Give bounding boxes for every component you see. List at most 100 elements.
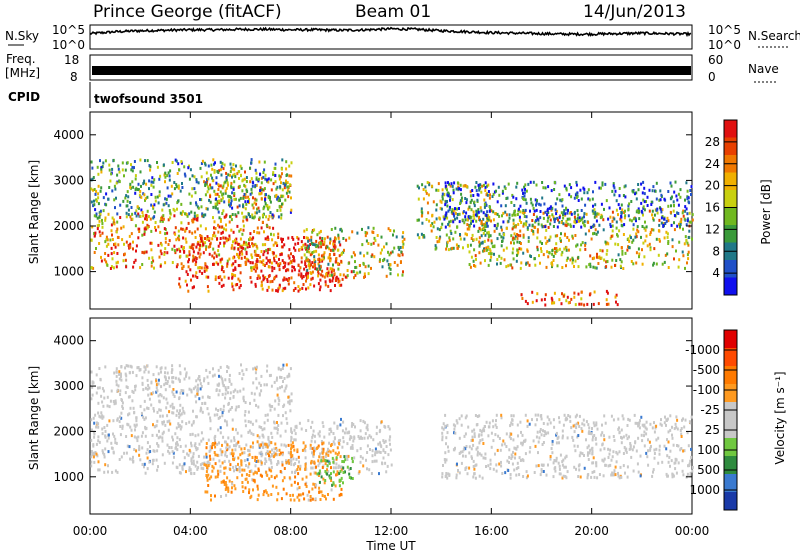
power-cell bbox=[244, 200, 247, 204]
velocity-cell bbox=[179, 427, 182, 431]
velocity-cell bbox=[591, 446, 594, 450]
velocity-cell bbox=[209, 448, 212, 452]
velocity-cell bbox=[481, 438, 484, 442]
velocity-cell bbox=[195, 448, 198, 452]
power-cell bbox=[652, 218, 655, 222]
power-cell bbox=[426, 201, 429, 205]
power-cell bbox=[297, 289, 300, 293]
power-cell bbox=[520, 221, 523, 224]
velocity-cell bbox=[673, 461, 676, 465]
power-cell bbox=[451, 184, 454, 188]
velocity-cell bbox=[500, 416, 503, 420]
velocity-cell bbox=[280, 368, 282, 372]
velocity-cell bbox=[205, 442, 208, 445]
power-cell bbox=[684, 205, 687, 209]
power-cell bbox=[615, 199, 618, 203]
velocity-cell bbox=[601, 458, 604, 462]
power-cell bbox=[274, 162, 277, 166]
power-cell bbox=[129, 201, 132, 204]
power-cell bbox=[544, 186, 547, 190]
power-cell bbox=[178, 238, 181, 242]
velocity-cell bbox=[229, 452, 232, 456]
power-cell bbox=[202, 213, 205, 217]
power-cell bbox=[200, 198, 203, 202]
power-cell bbox=[489, 193, 491, 197]
freq-right-tick-low: 0 bbox=[708, 70, 716, 84]
velocity-cell bbox=[161, 453, 164, 457]
power-cell bbox=[624, 209, 626, 213]
power-cell bbox=[208, 198, 211, 202]
power-cell bbox=[403, 237, 406, 241]
power-cell bbox=[151, 176, 154, 180]
velocity-cell bbox=[478, 414, 481, 418]
velocity-cell bbox=[281, 463, 284, 467]
velocity-cell bbox=[214, 453, 217, 457]
power-cell bbox=[512, 222, 515, 226]
velocity-cell bbox=[152, 449, 155, 453]
power-cell bbox=[287, 268, 290, 272]
velocity-cell bbox=[101, 387, 104, 391]
power-cell bbox=[673, 257, 675, 261]
power-cell bbox=[489, 249, 492, 253]
power-cell bbox=[275, 195, 278, 199]
power-cell bbox=[441, 192, 444, 196]
velocity-cell bbox=[161, 420, 164, 424]
power-cell bbox=[146, 159, 149, 163]
power-cell bbox=[614, 242, 617, 246]
power-cell bbox=[122, 199, 125, 203]
power-cell bbox=[591, 197, 594, 201]
power-cell bbox=[229, 162, 232, 166]
velocity-cell bbox=[209, 419, 212, 423]
power-cell bbox=[606, 291, 609, 295]
power-cell bbox=[424, 185, 427, 189]
velocity-cell bbox=[143, 462, 146, 466]
power-cell bbox=[242, 195, 245, 198]
power-cell bbox=[596, 230, 599, 234]
power-cell bbox=[436, 227, 439, 231]
power-cell bbox=[202, 240, 204, 244]
velocity-cell bbox=[224, 450, 227, 454]
power-cell bbox=[260, 250, 263, 253]
velocity-cell bbox=[144, 425, 147, 429]
velocity-cell bbox=[614, 473, 617, 477]
power-cell bbox=[542, 211, 545, 215]
velocity-cell bbox=[302, 492, 305, 496]
power-cell bbox=[104, 252, 107, 255]
velocity-cell bbox=[108, 419, 111, 423]
velocity-cell bbox=[172, 388, 175, 391]
power-cell bbox=[358, 264, 361, 267]
velocity-cell bbox=[558, 464, 561, 468]
velocity-cell bbox=[246, 480, 249, 484]
velocity-cell bbox=[208, 462, 211, 466]
power-cell bbox=[483, 239, 486, 243]
velocity-cell bbox=[646, 455, 649, 459]
power-colorbar-label: Power [dB] bbox=[759, 179, 773, 244]
power-cell bbox=[531, 290, 534, 294]
power-cell bbox=[686, 212, 689, 216]
power-cell bbox=[255, 177, 258, 181]
power-cell bbox=[535, 183, 538, 187]
power-cell bbox=[571, 261, 574, 265]
power-cell bbox=[541, 225, 544, 229]
velocity-cell bbox=[275, 485, 278, 489]
power-cell bbox=[310, 235, 313, 239]
power-cell bbox=[146, 223, 149, 227]
power-cell bbox=[468, 250, 471, 254]
power-cell bbox=[249, 276, 252, 280]
velocity-cell bbox=[587, 458, 590, 461]
velocity-cell bbox=[314, 485, 317, 489]
power-cell bbox=[573, 291, 576, 295]
power-cell bbox=[519, 204, 522, 208]
power-cell bbox=[205, 171, 208, 175]
power-cell bbox=[185, 226, 188, 230]
power-cell bbox=[310, 277, 313, 281]
velocity-cell bbox=[661, 460, 664, 464]
velocity-cell bbox=[229, 407, 232, 411]
power-cell bbox=[465, 201, 468, 205]
power-cell bbox=[147, 215, 150, 219]
power-scatter bbox=[90, 158, 694, 307]
power-cell bbox=[437, 188, 440, 192]
power-cell bbox=[597, 262, 600, 265]
power-cell bbox=[250, 161, 253, 165]
power-cell bbox=[456, 207, 458, 211]
